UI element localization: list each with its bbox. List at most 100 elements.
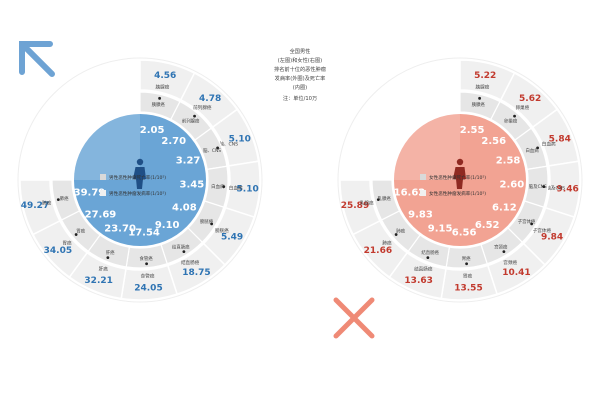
mortality-cancer-label: 脑、CNS [203, 147, 221, 154]
incidence-value: 9.84 [541, 232, 563, 242]
incidence-cancer-label: 食管癌 [141, 273, 155, 280]
incidence-value: 13.63 [404, 276, 432, 286]
incidence-value: 13.55 [454, 284, 482, 294]
male-radial-chart: 4.56胰腺癌胰腺癌4.78前列腺癌前列腺癌5.10脑、CNS脑、CNS5.10… [17, 41, 263, 303]
mortality-value: 2.56 [481, 136, 506, 147]
mortality-cancer-label: 脑及CNS [529, 183, 547, 190]
center-note-unit: 注：单位/10万 [283, 94, 317, 102]
incidence-value: 5.22 [474, 71, 496, 81]
mortality-value: 27.69 [85, 209, 117, 220]
center-note-line-5: (内圈) [293, 83, 307, 91]
incidence-value: 21.66 [364, 246, 392, 256]
mortality-value: 2.55 [460, 125, 485, 136]
incidence-cancer-label: 结直肠癌 [181, 259, 200, 266]
segment-dot [182, 250, 186, 254]
incidence-cancer-label: 宫颈癌 [503, 259, 517, 266]
incidence-cancer-label: 胃癌 [463, 273, 473, 280]
incidence-value: 5.62 [519, 94, 541, 104]
mortality-cancer-label: 胃癌 [462, 255, 471, 262]
incidence-cancer-label: 白血病 [542, 140, 556, 147]
segment-dot [56, 198, 60, 202]
mortality-value: 2.05 [140, 125, 165, 136]
female-radial-chart: 5.22胰腺癌胰腺癌5.62卵巢癌卵巢癌5.84白血病白血病9.46脑及CNS脑… [333, 57, 583, 339]
legend-swatch [420, 174, 426, 180]
center-note-line-4: 发病率(外圈)及死亡率 [275, 74, 326, 82]
label-segment [371, 179, 401, 221]
incidence-value: 10.41 [502, 268, 530, 278]
incidence-cancer-label: 卵巢癌 [515, 104, 529, 111]
incidence-cancer-label: 胰腺癌 [476, 84, 490, 91]
mortality-value: 6.56 [452, 227, 477, 238]
incidence-cancer-label: 膀胱癌 [215, 227, 229, 234]
mortality-cancer-label: 胰腺癌 [472, 101, 486, 108]
mortality-cancer-label: 前列腺癌 [182, 118, 200, 125]
legend-swatch [420, 190, 426, 196]
mortality-cancer-label: 胃癌 [76, 228, 85, 235]
segment-dot [513, 114, 516, 118]
incidence-cancer-label: 胃癌 [62, 239, 72, 246]
segment-dot [216, 146, 220, 150]
incidence-cancer-label: 乳腺癌 [360, 199, 374, 206]
segment-dot [465, 262, 468, 266]
legend-swatch [100, 174, 106, 180]
mortality-cancer-label: 食管癌 [140, 255, 154, 262]
person-icon [453, 158, 466, 189]
segment-dot [478, 96, 482, 100]
mortality-value: 6.12 [492, 203, 517, 214]
mortality-cancer-label: 胰腺癌 [152, 101, 166, 108]
incidence-cancer-label: 胰腺癌 [156, 84, 170, 91]
mortality-cancer-label: 白血病 [525, 147, 539, 154]
incidence-value: 25.89 [341, 201, 369, 211]
legend-entry: 女性恶性肿瘤发病率(1/10⁵) [429, 190, 486, 197]
mortality-value: 2.60 [499, 180, 524, 191]
incidence-value: 4.56 [154, 71, 176, 81]
incidence-cancer-label: 肺癌 [42, 199, 52, 206]
incidence-value: 49.27 [21, 201, 49, 211]
incidence-cancer-label: 子宫体癌 [533, 227, 552, 234]
legend-sector [74, 114, 140, 180]
incidence-value: 32.21 [84, 276, 112, 286]
legend-sector [394, 114, 460, 180]
segment-dot [376, 198, 380, 202]
person-icon [133, 158, 146, 189]
mortality-value: 17.54 [128, 227, 160, 238]
center-note-line-2: (左图)和女性(右图) [278, 56, 322, 64]
mortality-cancer-label: 肺癌 [396, 228, 405, 235]
segment-dot [158, 96, 162, 100]
legend-entry: 女性恶性肿瘤死亡率(1/10⁵) [429, 174, 486, 181]
incidence-value: 5.10 [237, 184, 259, 194]
arrow-up-left-icon [19, 41, 55, 77]
segment-dot [74, 233, 78, 236]
incidence-value: 5.84 [549, 135, 571, 145]
mortality-value: 6.52 [475, 220, 500, 231]
incidence-cancer-label: 脑及CNS [546, 185, 565, 192]
mortality-cancer-label: 结直肠癌 [172, 244, 190, 251]
cross-icon [333, 297, 375, 339]
mortality-value: 4.08 [172, 203, 197, 214]
incidence-value: 4.78 [199, 94, 221, 104]
incidence-segment [339, 179, 381, 236]
segment-dot [536, 146, 540, 150]
mortality-cancer-label: 宫颈癌 [494, 244, 508, 251]
segment-dot [210, 222, 214, 226]
label-segment [51, 179, 81, 221]
incidence-cancer-label: 肺癌 [382, 239, 392, 246]
incidence-value: 5.49 [221, 232, 243, 242]
legend-swatch [100, 190, 106, 196]
mortality-value: 9.15 [428, 224, 453, 235]
mortality-value: 2.58 [496, 156, 521, 167]
segment-dot [502, 250, 506, 254]
segment-dot [145, 262, 148, 266]
mortality-value: 23.70 [104, 224, 136, 235]
segment-dot [426, 256, 430, 260]
segment-dot [530, 222, 534, 226]
legend-entry: 男性恶性肿瘤死亡率(1/10⁵) [109, 174, 166, 181]
incidence-cancer-label: 白血病 [229, 185, 243, 192]
mortality-cancer-label: 肺癌 [60, 195, 69, 202]
mortality-cancer-label: 乳腺癌 [378, 195, 392, 202]
incidence-value: 34.05 [44, 246, 72, 256]
mortality-value: 16.62 [394, 188, 426, 199]
incidence-cancer-label: 肝癌 [99, 266, 109, 273]
mortality-value: 9.83 [408, 209, 433, 220]
